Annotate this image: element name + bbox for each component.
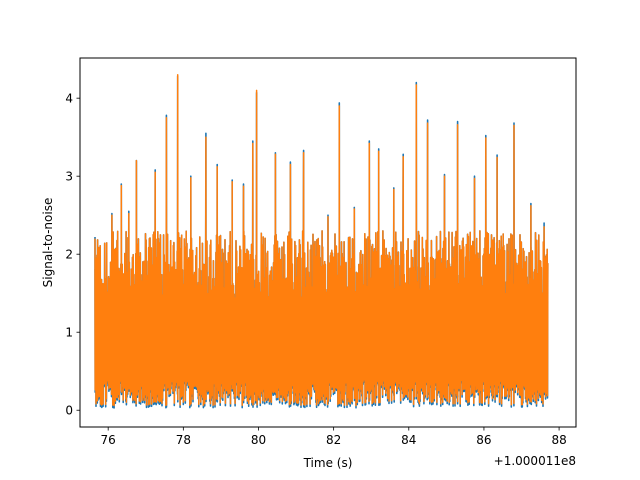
plot-frame xyxy=(79,57,577,428)
x-tick-label: 88 xyxy=(551,433,566,447)
series-line-2 xyxy=(94,74,549,407)
x-tick-label: 78 xyxy=(176,433,191,447)
x-tick-label: 84 xyxy=(401,433,416,447)
y-tick-label: 1 xyxy=(65,326,73,340)
x-tick-label: 86 xyxy=(476,433,491,447)
x-axis-ticks: 76 78 80 82 84 86 88 xyxy=(101,427,567,447)
y-axis-ticks: 0 1 2 3 4 xyxy=(65,92,80,418)
x-tick-label: 80 xyxy=(251,433,266,447)
y-tick-label: 3 xyxy=(65,170,73,184)
series-layer xyxy=(94,74,549,409)
y-tick-label: 0 xyxy=(65,404,73,418)
y-axis-label: Signal-to-noise xyxy=(41,198,55,288)
x-axis-label: Time (s) xyxy=(303,456,353,470)
x-axis-offset-label: +1.000011e8 xyxy=(494,454,576,468)
y-tick-label: 2 xyxy=(65,248,73,262)
x-tick-label: 82 xyxy=(326,433,341,447)
y-tick-label: 4 xyxy=(65,92,73,106)
x-tick-label: 76 xyxy=(101,433,116,447)
